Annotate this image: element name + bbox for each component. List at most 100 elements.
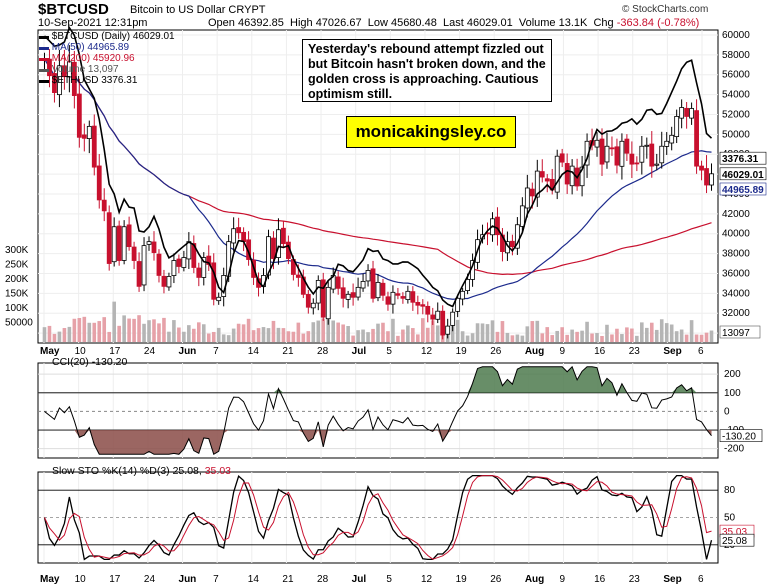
candle-body	[295, 274, 301, 278]
candle-body	[106, 212, 112, 264]
candle-body	[52, 73, 57, 93]
volume-bar	[530, 321, 535, 342]
volume-bar	[197, 322, 201, 342]
candle-body	[281, 227, 286, 245]
candle-body	[335, 276, 341, 289]
candle-body	[694, 110, 699, 167]
volume-tick-label: 200K	[5, 274, 29, 285]
stockcharts-credit[interactable]: © StockCharts.com	[622, 4, 709, 15]
candle-body	[425, 305, 431, 315]
candle-body	[529, 188, 535, 197]
sto-last-label: 25.08	[722, 536, 747, 547]
candle-body	[495, 216, 500, 236]
candle-body	[669, 134, 675, 144]
x-tick-label: 19	[456, 346, 468, 357]
volume-bar	[615, 328, 619, 342]
candle-body	[634, 162, 640, 165]
brand-label: monicakingsley.co	[346, 116, 516, 148]
candle-body	[644, 144, 650, 147]
candle-body	[559, 153, 565, 163]
candle-body	[679, 107, 685, 119]
x-tick-label: 9	[559, 574, 565, 585]
volume-bar	[590, 333, 594, 342]
price-label: 3376.31	[722, 154, 759, 165]
volume-bar	[620, 334, 624, 342]
volume-bar	[406, 325, 410, 342]
x-tick-label: Sep	[663, 346, 681, 357]
candle-body	[241, 231, 247, 243]
x-tick-label: May	[40, 574, 60, 585]
candle-body	[609, 147, 615, 150]
candle-body	[385, 296, 391, 305]
candle-body	[91, 125, 97, 168]
candle-body	[315, 279, 321, 304]
volume-bar	[654, 329, 659, 342]
volume-bar	[82, 316, 87, 342]
volume-bar	[97, 321, 102, 342]
candle-body	[81, 134, 87, 139]
x-tick-label: Jul	[352, 574, 367, 585]
x-tick-label: 6	[698, 346, 704, 357]
volume-bar	[256, 328, 261, 342]
symbol-title: $BTCUSD	[38, 1, 109, 18]
candle-body	[151, 241, 157, 253]
candle-body	[86, 125, 92, 140]
volume-tick-label: 100K	[5, 303, 29, 314]
candle-body	[450, 311, 456, 326]
volume-bar	[430, 320, 435, 342]
candle-body	[57, 65, 62, 96]
y-tick-label: 58000	[722, 50, 750, 61]
x-tick-label: 10	[75, 574, 87, 585]
candle-body	[161, 275, 167, 287]
volume-bar	[92, 322, 97, 342]
volume-bar	[117, 325, 121, 342]
volume-bar	[112, 301, 116, 342]
volume-bar	[396, 335, 400, 342]
sto-last-label: 35.03	[722, 527, 747, 538]
candle-body	[649, 143, 655, 167]
candle-body	[400, 296, 406, 299]
candle-body	[310, 302, 316, 309]
volume-bar	[500, 321, 505, 342]
volume-tick-label: 250K	[5, 260, 29, 271]
candle-body	[47, 58, 52, 77]
volume-bar	[316, 320, 321, 342]
volume-bar	[659, 319, 664, 342]
volume-bar	[694, 334, 699, 342]
y-tick-label: 52000	[722, 109, 750, 120]
x-tick-label: 26	[490, 574, 502, 585]
candle-body	[271, 237, 276, 259]
volume-bar	[182, 331, 186, 342]
cci-title: CCI(20) -130.20	[52, 356, 128, 368]
volume-bar	[510, 335, 515, 342]
candle-body	[410, 291, 416, 303]
volume-bar	[102, 317, 107, 342]
y-tick-label: 34000	[722, 288, 750, 299]
candle-body	[539, 171, 545, 178]
volume-bar	[575, 331, 579, 342]
volume-bar	[485, 324, 490, 342]
volume-bar	[649, 322, 654, 342]
y-tick-label: 60000	[722, 30, 750, 41]
candle-body	[519, 205, 525, 227]
x-tick-label: 21	[282, 346, 294, 357]
volume-bar	[480, 323, 485, 342]
volume-bar	[709, 330, 714, 342]
volume-bar	[490, 320, 495, 342]
candle-body	[699, 165, 704, 171]
volume-bar	[435, 325, 440, 342]
candle-body	[509, 240, 515, 248]
x-tick-label: Aug	[525, 346, 544, 357]
candle-body	[604, 145, 610, 163]
candle-body	[554, 155, 560, 193]
volume-bar	[137, 315, 141, 342]
cci-tick-label: 0	[724, 406, 730, 417]
cci-last-box	[719, 429, 763, 442]
cci-tick-label: 100	[724, 388, 741, 399]
candle-body	[664, 140, 670, 147]
candle-body	[96, 165, 102, 201]
candle-body	[375, 281, 381, 299]
candle-body	[166, 276, 172, 288]
x-tick-label: 23	[629, 346, 641, 357]
price-label-box	[719, 167, 767, 181]
